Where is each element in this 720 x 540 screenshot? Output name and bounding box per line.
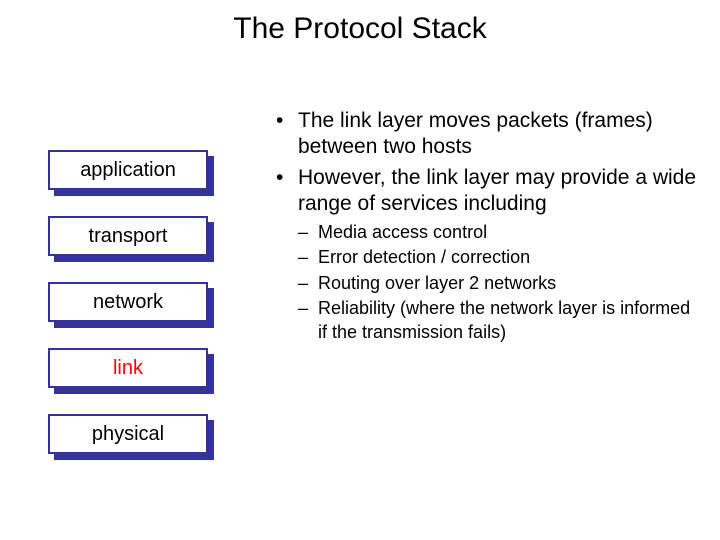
protocol-stack: application transport network link physi… [48, 150, 220, 480]
main-bullets: The link layer moves packets (frames) be… [270, 108, 700, 217]
layer-physical: physical [48, 414, 220, 460]
layer-box: network [48, 282, 208, 322]
layer-box: transport [48, 216, 208, 256]
sub-bullets: Media access control Error detection / c… [270, 221, 700, 344]
sub-bullet-item: Reliability (where the network layer is … [270, 297, 700, 344]
layer-transport: transport [48, 216, 220, 262]
layer-box: application [48, 150, 208, 190]
slide-title: The Protocol Stack [0, 12, 720, 46]
sub-bullet-item: Error detection / correction [270, 246, 700, 269]
layer-network: network [48, 282, 220, 328]
layer-box-highlight: link [48, 348, 208, 388]
layer-box: physical [48, 414, 208, 454]
layer-application: application [48, 150, 220, 196]
sub-bullet-item: Media access control [270, 221, 700, 244]
bullet-item: The link layer moves packets (frames) be… [270, 108, 700, 161]
bullet-item: However, the link layer may provide a wi… [270, 165, 700, 218]
sub-bullet-item: Routing over layer 2 networks [270, 272, 700, 295]
content-area: The link layer moves packets (frames) be… [270, 108, 700, 346]
layer-link: link [48, 348, 220, 394]
